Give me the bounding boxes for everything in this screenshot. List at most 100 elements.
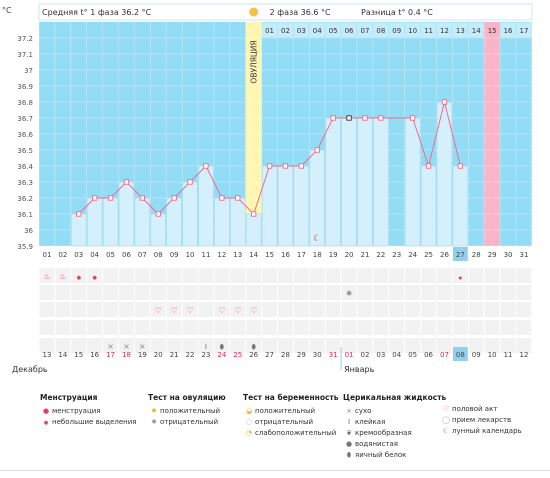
- legend-other: ♡ половой акт ◯ прием лекарств ☾ лунный кал…: [440, 404, 522, 437]
- y-tick-label: 35.9: [17, 243, 33, 251]
- symbol-cell: [87, 268, 103, 283]
- current-date-highlight: [452, 347, 468, 361]
- cycle-day-label: 14: [472, 27, 481, 35]
- symbol-cell: [119, 302, 134, 317]
- symbol-cell: [357, 285, 373, 300]
- day-label: 02: [58, 251, 67, 259]
- symbol-cell: [373, 320, 389, 335]
- symbol-cell: [389, 320, 405, 335]
- day-label: 23: [392, 251, 401, 259]
- legend-ovulation-test: Тест на овуляцию ✹ положительный ✹ отрицат…: [148, 393, 226, 428]
- symbol-cell: [468, 268, 484, 283]
- symbol-cell: [373, 285, 389, 300]
- y-tick-label: 37.2: [17, 35, 33, 43]
- symbol-cell: [452, 268, 468, 283]
- symbol-cell: [230, 338, 246, 353]
- symbol-cell: [71, 268, 87, 283]
- cycle-day-cell: [389, 22, 405, 38]
- symbol-cell: [103, 320, 118, 335]
- watery-icon: ●: [345, 440, 353, 448]
- symbol-cell: [198, 338, 214, 353]
- symbol-cell: [262, 302, 277, 317]
- cycle-day-cell: [309, 22, 325, 38]
- symbol-cell: [278, 338, 293, 353]
- heart-icon: ♡: [250, 306, 257, 315]
- temperature-bar: [245, 213, 262, 247]
- date-label: 10: [488, 351, 497, 359]
- symbol-cell: [55, 320, 71, 335]
- symbol-cell: [55, 338, 71, 353]
- symbol-cell: [55, 302, 71, 317]
- y-tick-label: 36.8: [17, 99, 33, 107]
- symbol-cell: [182, 268, 198, 283]
- symbol-cell: [373, 338, 389, 353]
- symbol-cell: [516, 338, 532, 353]
- temperature-bar: [182, 181, 198, 247]
- day-label: 25: [424, 251, 433, 259]
- symbol-cell: [230, 320, 246, 335]
- legend-item: яичный белок: [355, 451, 407, 459]
- temperature-point: [298, 163, 304, 169]
- symbol-cell: [421, 268, 436, 283]
- symbol-cell: [468, 320, 484, 335]
- symbol-cell: [246, 302, 262, 317]
- symbol-cell: [103, 338, 118, 353]
- current-day-highlight: [452, 247, 468, 261]
- symbol-cell: [437, 285, 452, 300]
- symbol-cell: [373, 268, 389, 283]
- cycle-day-cell: [468, 22, 484, 38]
- legend-item: положительный: [255, 407, 316, 415]
- legend-ovulation-test-title: Тест на овуляцию: [148, 393, 226, 402]
- cycle-day-cell: [341, 22, 357, 38]
- symbol-cell: [119, 268, 134, 283]
- date-label: 28: [281, 351, 290, 359]
- symbol-cell: [103, 285, 118, 300]
- symbol-cell: [134, 285, 150, 300]
- day-label: 03: [74, 251, 83, 259]
- sticky-icon: I: [347, 418, 351, 426]
- day-label: 07: [138, 251, 147, 259]
- temperature-point: [139, 195, 145, 201]
- symbol-cell: [119, 320, 134, 335]
- legend-item: водянистая: [355, 440, 399, 448]
- temperature-point: [330, 115, 336, 121]
- menstruation-drop-icon: ●: [77, 275, 82, 281]
- date-label: 17: [106, 351, 115, 359]
- temperature-point: [187, 179, 193, 185]
- temperature-bar: [373, 117, 389, 247]
- heart-icon: ♡: [155, 306, 162, 315]
- cycle-day-cell: [421, 22, 436, 38]
- day-label: 06: [122, 251, 131, 259]
- cycle-day-label: 10: [408, 27, 417, 35]
- date-label: 15: [74, 351, 83, 359]
- cycle-day-label: 17: [519, 27, 528, 35]
- date-label: 11: [504, 351, 513, 359]
- date-label: 27: [265, 351, 274, 359]
- moon-icon: ☾: [313, 234, 321, 244]
- symbol-cell: [405, 302, 421, 317]
- symbol-cell: [437, 268, 452, 283]
- symbol-cell: [134, 320, 150, 335]
- date-label: 16: [90, 351, 99, 359]
- date-label: 24: [217, 351, 226, 359]
- symbol-cell: [293, 285, 309, 300]
- day-label: 14: [249, 251, 258, 259]
- symbol-cell: [484, 338, 500, 353]
- date-label: 31: [329, 351, 338, 359]
- symbol-cell: [452, 320, 468, 335]
- day-label: 10: [186, 251, 195, 259]
- cycle-day-cell: [293, 22, 309, 38]
- symbol-cell: [39, 268, 55, 283]
- temperature-point: [410, 115, 416, 121]
- symbol-cell: [182, 285, 198, 300]
- symbol-cell: [293, 302, 309, 317]
- day-label: 17: [297, 251, 306, 259]
- symbol-cell: [405, 268, 421, 283]
- ovulation-sun-icon: [249, 7, 259, 17]
- symbol-cell: [230, 268, 246, 283]
- temperature-point: [203, 163, 209, 169]
- symbol-cell: [166, 338, 182, 353]
- symbol-cell: [373, 302, 389, 317]
